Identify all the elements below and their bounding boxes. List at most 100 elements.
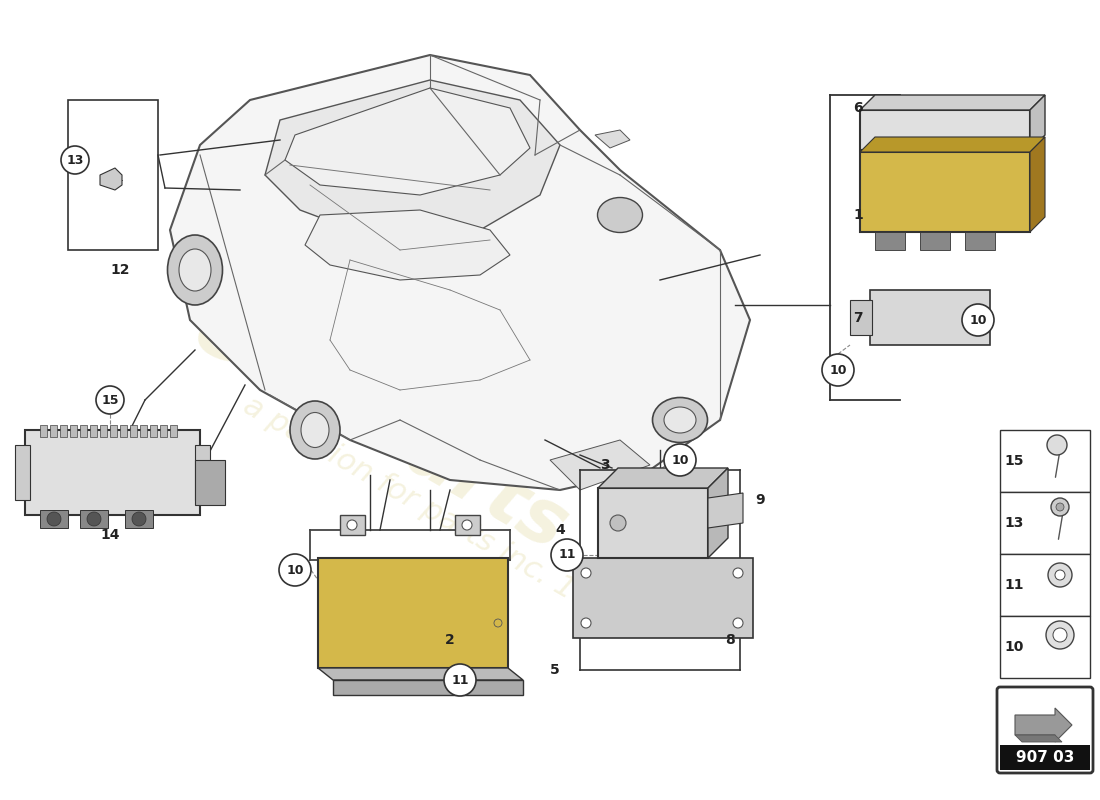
Ellipse shape (290, 401, 340, 459)
Circle shape (1055, 570, 1065, 580)
Bar (140, 425, 147, 437)
Circle shape (1053, 628, 1067, 642)
Text: 15: 15 (101, 394, 119, 406)
Ellipse shape (652, 398, 707, 442)
Bar (130, 425, 138, 437)
Text: 5: 5 (550, 663, 560, 677)
Text: 1: 1 (854, 208, 862, 222)
Polygon shape (100, 168, 122, 190)
Circle shape (462, 520, 472, 530)
Circle shape (96, 386, 124, 414)
Circle shape (444, 664, 476, 696)
Bar (120, 425, 127, 437)
Circle shape (132, 512, 146, 526)
Polygon shape (265, 80, 560, 240)
Text: a passion for parts inc. 10%: a passion for parts inc. 10% (238, 391, 622, 629)
Bar (90, 425, 97, 437)
Bar (195, 445, 210, 500)
Circle shape (1048, 563, 1072, 587)
Text: 10: 10 (671, 454, 689, 466)
Bar (965, 232, 996, 250)
Text: 6: 6 (854, 101, 862, 115)
Ellipse shape (664, 407, 696, 433)
Polygon shape (708, 468, 728, 558)
Bar (874, 232, 905, 250)
Bar (920, 232, 950, 250)
Text: 13: 13 (1004, 516, 1024, 530)
Text: 7: 7 (854, 311, 862, 325)
Bar (1000, 745, 1090, 770)
Bar (40, 425, 47, 437)
Text: 15: 15 (1004, 454, 1024, 468)
Bar (1000, 492, 1090, 554)
Circle shape (1046, 621, 1074, 649)
Text: 907 03: 907 03 (1015, 750, 1075, 765)
Circle shape (581, 618, 591, 628)
Text: 4: 4 (556, 523, 565, 537)
Polygon shape (860, 95, 1045, 110)
Bar (70, 425, 77, 437)
Bar (15, 445, 30, 500)
Text: 13: 13 (66, 154, 84, 166)
Bar (1000, 430, 1090, 492)
Bar (860, 152, 1030, 232)
Bar (80, 425, 87, 437)
Text: 9: 9 (756, 493, 764, 507)
Ellipse shape (301, 413, 329, 447)
Polygon shape (340, 515, 365, 535)
Bar (40, 510, 68, 528)
Bar (80, 510, 108, 528)
Bar (850, 300, 872, 335)
Bar (100, 425, 107, 437)
Circle shape (962, 304, 994, 336)
Bar (150, 425, 157, 437)
Circle shape (822, 354, 854, 386)
Text: euroParts: euroParts (180, 294, 580, 566)
Ellipse shape (179, 249, 211, 291)
Polygon shape (285, 88, 530, 195)
Bar (160, 425, 167, 437)
Circle shape (610, 515, 626, 531)
Text: 11: 11 (1004, 578, 1024, 592)
Bar (333, 680, 522, 695)
Circle shape (733, 568, 742, 578)
Text: 14: 14 (100, 528, 120, 542)
Circle shape (60, 146, 89, 174)
Bar (1000, 554, 1090, 616)
Text: 10: 10 (969, 314, 987, 326)
Bar (25, 430, 200, 515)
Text: 11: 11 (451, 674, 469, 686)
Polygon shape (170, 55, 750, 490)
Bar (870, 290, 990, 345)
Polygon shape (1030, 95, 1045, 150)
Bar (60, 425, 67, 437)
Text: 10: 10 (286, 563, 304, 577)
Circle shape (47, 512, 60, 526)
Polygon shape (573, 558, 754, 638)
Circle shape (346, 520, 358, 530)
Polygon shape (1015, 708, 1072, 742)
Bar (125, 510, 153, 528)
FancyBboxPatch shape (997, 687, 1093, 773)
Circle shape (551, 539, 583, 571)
Text: 11: 11 (558, 549, 575, 562)
Circle shape (1047, 435, 1067, 455)
Text: 12: 12 (110, 263, 130, 277)
Polygon shape (595, 130, 630, 148)
Polygon shape (455, 515, 480, 535)
Bar (860, 110, 1030, 150)
Polygon shape (860, 137, 1045, 152)
Polygon shape (305, 210, 510, 280)
Circle shape (581, 568, 591, 578)
Circle shape (733, 618, 742, 628)
Polygon shape (318, 668, 522, 680)
Text: 8: 8 (725, 633, 735, 647)
Bar (50, 425, 57, 437)
Bar (110, 425, 117, 437)
Text: 3: 3 (601, 458, 609, 472)
Ellipse shape (597, 198, 642, 233)
Bar (598, 488, 708, 558)
Bar (1000, 616, 1090, 678)
Circle shape (494, 619, 502, 627)
Ellipse shape (167, 235, 222, 305)
